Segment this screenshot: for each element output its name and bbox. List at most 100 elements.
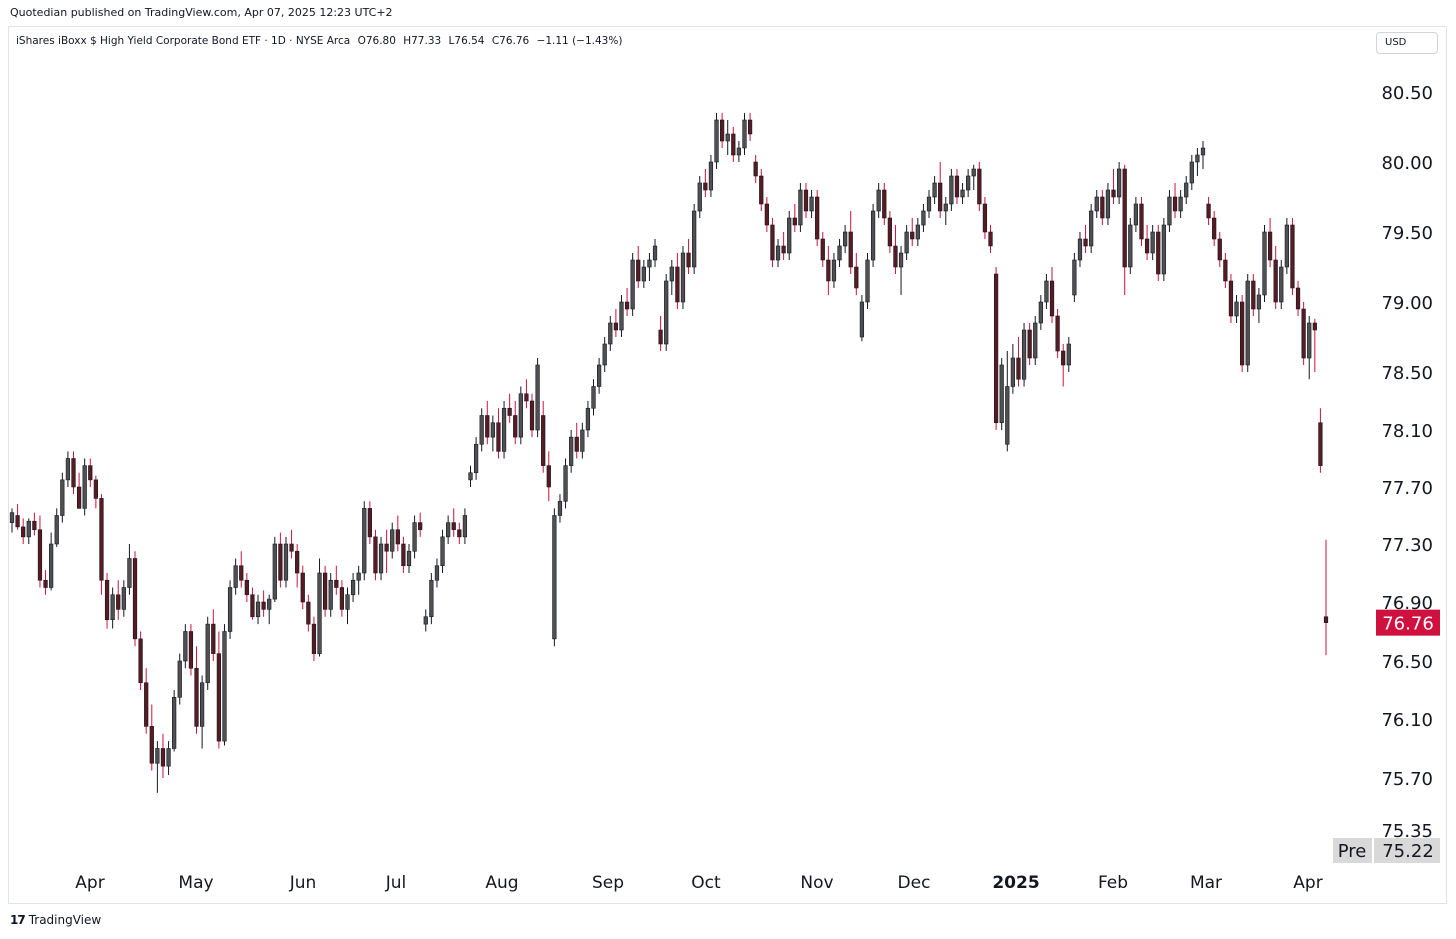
candle-body [267,598,272,610]
candle-body [446,522,451,538]
candle-body [116,594,121,610]
candle-body [1038,301,1043,324]
candle-body [194,667,199,727]
candle-body [865,259,870,303]
candle-body [781,245,786,254]
candle-body [1262,231,1267,296]
candle-body [831,259,837,282]
candle-body [1077,238,1083,261]
candle-body [261,601,266,610]
y-tick-label: 80.00 [1381,153,1433,174]
candle-body [1100,196,1105,219]
candle-body [1184,182,1189,198]
candle-body [1267,231,1273,261]
candle-body [898,252,904,268]
candle-body [311,623,317,654]
candle-body [507,407,512,416]
candle-body [591,386,596,409]
candle-body [1005,386,1010,445]
candle-body [977,168,982,205]
candle-body [787,217,792,254]
candle-body [652,245,658,261]
candle-body [675,266,680,303]
candle-body [971,168,976,177]
candle-body [1016,357,1021,380]
candle-body [854,266,859,289]
x-tick-label: Apr [75,873,104,893]
candle-body [423,616,428,625]
currency-button[interactable]: USD [1376,32,1438,54]
candle-body [9,512,15,523]
candle-body [619,301,624,331]
y-tick-label: 77.70 [1381,478,1433,499]
candle-body [893,245,898,268]
candle-body [1021,329,1027,380]
pre-market-value: 75.22 [1382,841,1434,862]
candle-body [395,529,400,545]
candle-body [1167,196,1172,226]
candle-body [518,393,523,438]
candle-body [876,189,881,212]
candle-body [1195,154,1200,163]
x-tick-label: Apr [1293,873,1322,893]
last-price-label: 76.76 [1382,614,1434,635]
candle-body [1240,301,1245,366]
candle-body [926,196,932,212]
symbol-title[interactable]: iShares iBoxx $ High Yield Corporate Bon… [16,35,351,47]
candle-body [680,252,686,303]
candle-body [255,601,261,618]
candle-body [233,565,238,588]
candle-body [473,443,479,474]
candle-body [815,196,820,240]
candle-body [759,175,764,205]
candle-body [742,119,747,149]
candle-body [1318,422,1323,466]
candle-body [412,522,417,552]
x-tick-label: Oct [691,873,721,893]
candle-body [462,515,468,538]
candle-body [177,660,182,698]
candle-body [708,161,714,191]
candle-body [848,231,853,268]
candle-body [155,748,160,764]
candle-body [132,558,138,640]
y-tick-label: 76.10 [1381,710,1433,731]
candle-body [1010,357,1015,387]
candle-body [714,119,719,163]
tradingview-footer[interactable]: 17 TradingView [10,913,101,927]
open-value: O76.80 [357,35,396,47]
candle-body [1072,259,1077,296]
y-tick-label: 80.50 [1381,83,1433,104]
candle-body [1206,203,1211,219]
candle-body [803,189,809,212]
candle-body [278,543,283,581]
candle-body [669,266,674,282]
candle-body [982,203,988,233]
candle-body [144,682,149,727]
y-tick-label: 79.00 [1381,293,1433,314]
chart-frame [8,26,1447,904]
candle-body [1301,308,1306,359]
candle-body [362,508,367,574]
candle-body [641,266,646,282]
candle-body [535,364,540,431]
candle-body [809,196,814,212]
candle-body [37,529,43,581]
candle-body [1307,322,1312,359]
candle-body [1172,196,1178,212]
candle-body [658,329,663,345]
candle-body [1189,161,1194,184]
candle-body [222,631,227,742]
candle-body [199,682,205,727]
candle-body [1295,287,1301,310]
candle-body [988,231,993,247]
candle-body [149,726,154,764]
candle-body [205,623,210,684]
candle-body [401,543,406,567]
candle-body [630,259,635,310]
pre-market-badge [1333,838,1440,863]
candle-body [188,631,194,669]
candle-body [557,500,563,516]
candle-body [317,572,322,654]
